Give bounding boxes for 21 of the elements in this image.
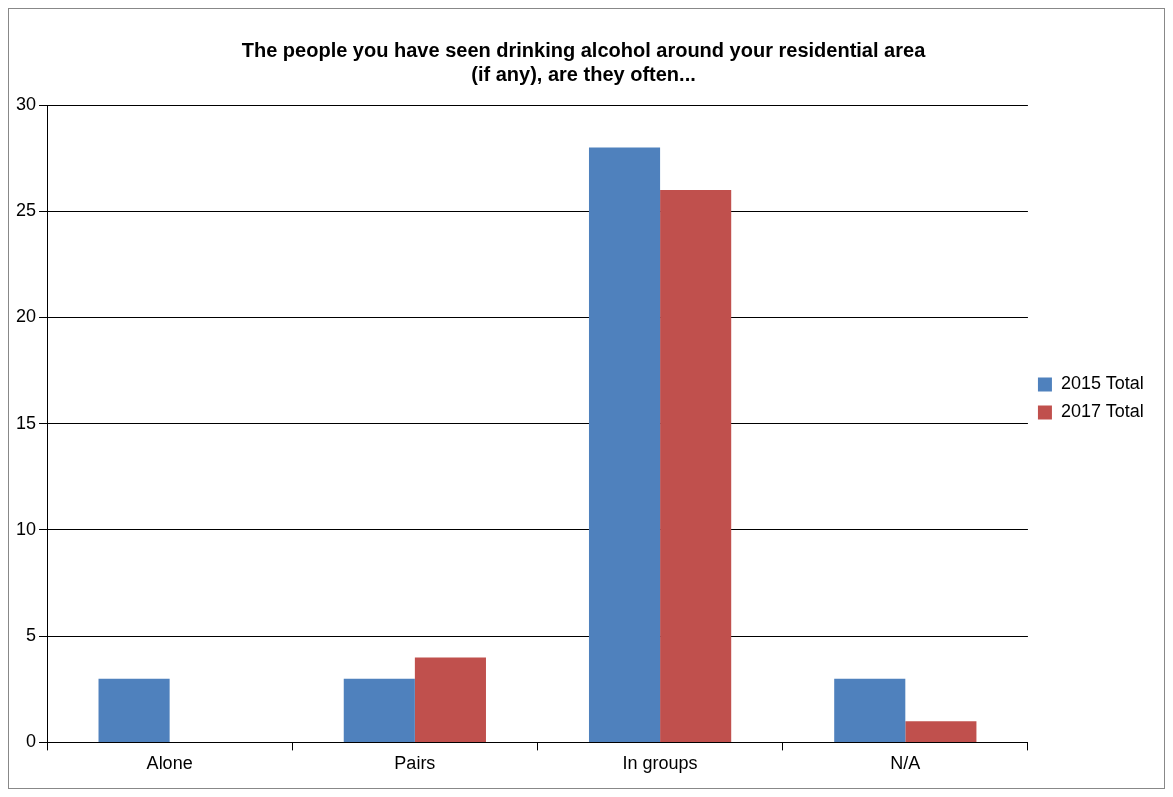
y-tick-label: 30 — [15, 93, 37, 114]
legend-label: 2015 Total — [1060, 373, 1144, 394]
x-tick-label: N/A — [890, 753, 921, 774]
x-tick-label: Alone — [146, 753, 193, 774]
x-tick-label: Pairs — [394, 753, 436, 774]
bar — [343, 678, 415, 742]
bar — [414, 657, 486, 742]
y-tick-label: 15 — [15, 412, 37, 433]
x-tick-label: In groups — [622, 753, 698, 774]
chart-title: The people you have seen drinking alcohol around your residential area (if any), are they often... — [241, 38, 927, 85]
y-tick-label: 5 — [26, 625, 37, 646]
bar — [905, 721, 977, 742]
bar — [588, 147, 661, 742]
y-tick-label: 0 — [26, 731, 37, 752]
y-tick-label: 20 — [15, 306, 37, 327]
y-tick-label: 25 — [15, 200, 37, 221]
bar — [834, 678, 906, 742]
y-tick-label: 10 — [15, 518, 37, 539]
bar — [98, 678, 170, 742]
legend-label: 2017 Total — [1060, 401, 1144, 422]
bar — [660, 189, 732, 742]
